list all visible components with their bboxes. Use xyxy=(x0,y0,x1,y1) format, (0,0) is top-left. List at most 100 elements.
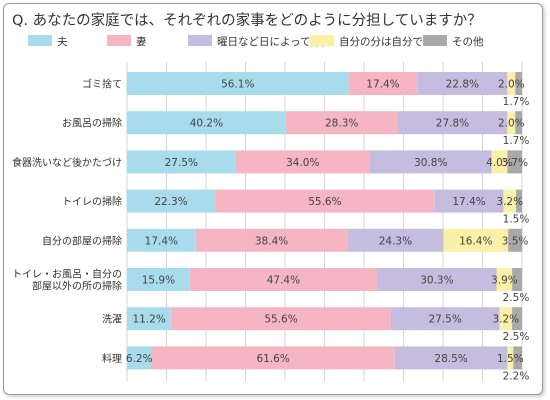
value-label-3-5: 3.7% xyxy=(501,157,528,169)
value-label-1-4: 2.0% xyxy=(498,79,525,91)
legend-label-5: その他 xyxy=(452,35,484,48)
legend-label-3: 曜日など日によって分担 xyxy=(217,36,332,48)
bar-8-4 xyxy=(507,346,514,370)
bar-5-1 xyxy=(127,228,196,252)
value-label-7-3: 27.5% xyxy=(428,314,461,326)
value-label-6-2: 47.4% xyxy=(267,275,300,287)
legend-swatch-2 xyxy=(107,35,131,46)
value-label-2-3: 27.8% xyxy=(436,118,469,130)
value-label-6-1: 15.9% xyxy=(142,275,175,287)
category-label-3: 食器洗いなど後かたづけ xyxy=(12,156,122,169)
value-label-2-4: 2.0% xyxy=(498,118,525,130)
value-label-7-5: 2.5% xyxy=(503,331,530,343)
bar-6-4 xyxy=(496,268,513,291)
bar-8-1 xyxy=(127,346,152,370)
bar-3-3 xyxy=(369,150,492,174)
category-label-5: 自分の部屋の掃除 xyxy=(42,234,122,247)
bar-1-4 xyxy=(507,72,516,95)
category-label-7: 洗濯 xyxy=(102,314,122,326)
bar-3-5 xyxy=(507,150,522,174)
bar-7-4 xyxy=(499,307,513,331)
bar-6-3 xyxy=(377,268,497,291)
bar-4-4 xyxy=(503,189,517,213)
bar-8-5 xyxy=(513,346,522,370)
bar-4-3 xyxy=(434,189,504,213)
value-label-4-2: 55.6% xyxy=(308,196,341,208)
value-label-8-4: 1.5% xyxy=(497,353,524,365)
value-label-4-5: 1.5% xyxy=(503,214,530,226)
value-label-2-2: 28.3% xyxy=(325,118,358,130)
value-label-3-2: 34.0% xyxy=(286,157,319,169)
chart-frame: Q. あなたの家庭では、それぞれの家事をどのように分担していますか？ 夫 妻 曜日な… xyxy=(3,3,543,395)
value-label-1-3: 22.8% xyxy=(446,79,479,91)
value-label-8-2: 61.6% xyxy=(256,353,289,365)
bar-6-1 xyxy=(127,268,190,291)
chart-svg: Q. あなたの家庭では、それぞれの家事をどのように分担していますか？ 夫 妻 曜日な… xyxy=(12,12,529,383)
legend: 夫 妻 曜日など日によって分担 自分の分は自分で その他 xyxy=(28,35,484,48)
bar-1-5 xyxy=(515,72,522,95)
legend-swatch-1 xyxy=(28,35,52,46)
value-label-6-3: 30.3% xyxy=(420,275,453,287)
bar-3-1 xyxy=(127,150,236,174)
category-label-1: ゴミ捨て xyxy=(82,78,122,91)
value-label-4-1: 22.3% xyxy=(154,196,187,208)
bar-7-3 xyxy=(390,307,500,331)
gridlines xyxy=(126,62,523,382)
category-label-6-line-2: 部屋以外の所の掃除 xyxy=(32,280,122,293)
bar-2-2 xyxy=(285,111,398,135)
value-label-6-5: 2.5% xyxy=(503,292,530,304)
bar-2-4 xyxy=(507,111,516,135)
category-label-4: トイレの掃除 xyxy=(62,195,122,208)
bar-4-2 xyxy=(215,189,435,213)
legend-label-1: 夫 xyxy=(57,36,68,48)
bar-2-5 xyxy=(515,111,522,135)
value-label-1-2: 17.4% xyxy=(366,79,399,91)
bar-7-2 xyxy=(171,307,391,331)
bar-3-4 xyxy=(491,150,508,174)
bar-2-1 xyxy=(127,111,286,135)
value-label-1-5: 1.7% xyxy=(503,96,530,108)
bar-6-5 xyxy=(512,268,522,291)
bar-4-1 xyxy=(127,189,216,213)
value-label-2-1: 40.2% xyxy=(190,118,223,130)
bar-1-2 xyxy=(348,72,418,95)
value-label-5-2: 38.4% xyxy=(255,235,288,247)
value-label-8-3: 28.5% xyxy=(434,353,467,365)
bar-8-2 xyxy=(151,346,395,370)
bar-5-3 xyxy=(347,228,444,252)
category-label-2: お風呂の掃除 xyxy=(62,117,122,130)
value-label-7-2: 55.6% xyxy=(264,314,297,326)
value-label-5-1: 17.4% xyxy=(145,235,178,247)
value-label-3-1: 27.5% xyxy=(165,157,198,169)
bar-7-1 xyxy=(127,307,172,331)
value-labels: 56.1% 17.4% 22.8% 2.0% 1.7% 40.2% 28.3% 27.8% 2.… xyxy=(126,79,529,383)
value-label-5-3: 24.3% xyxy=(379,235,412,247)
category-labels: ゴミ捨てお風呂の掃除食器洗いなど後かたづけトイレの掃除自分の部屋の掃除トイレ・お… xyxy=(12,78,122,365)
legend-swatch-5 xyxy=(423,35,447,46)
bar-5-2 xyxy=(195,228,348,252)
chart-title: Q. あなたの家庭では、それぞれの家事をどのように分担していますか？ xyxy=(12,12,482,29)
category-label-6-line-1: トイレ・お風呂・自分の xyxy=(12,268,122,281)
category-label-8: 料理 xyxy=(102,352,122,365)
bar-1-3 xyxy=(417,72,508,95)
value-label-8-5: 2.2% xyxy=(503,370,530,382)
bar-1-1 xyxy=(127,72,349,95)
bar-5-4 xyxy=(443,228,509,252)
legend-label-2: 妻 xyxy=(136,35,147,48)
value-label-4-3: 17.4% xyxy=(452,196,485,208)
value-label-8-1: 6.2% xyxy=(126,353,153,365)
bar-7-5 xyxy=(512,307,522,331)
bar-4-5 xyxy=(516,189,522,213)
value-label-2-5: 1.7% xyxy=(503,135,530,147)
bar-8-3 xyxy=(394,346,508,370)
legend-swatch-4 xyxy=(310,35,334,46)
value-label-4-4: 3.2% xyxy=(496,196,523,208)
value-label-6-4: 3.9% xyxy=(491,275,518,287)
value-label-7-1: 11.2% xyxy=(132,314,165,326)
value-label-1-1: 56.1% xyxy=(221,79,254,91)
legend-label-4: 自分の分は自分で xyxy=(339,35,423,48)
bar-2-3 xyxy=(397,111,508,135)
value-label-7-4: 3.2% xyxy=(492,314,519,326)
bar-5-5 xyxy=(508,228,522,252)
value-label-3-3: 30.8% xyxy=(414,157,447,169)
